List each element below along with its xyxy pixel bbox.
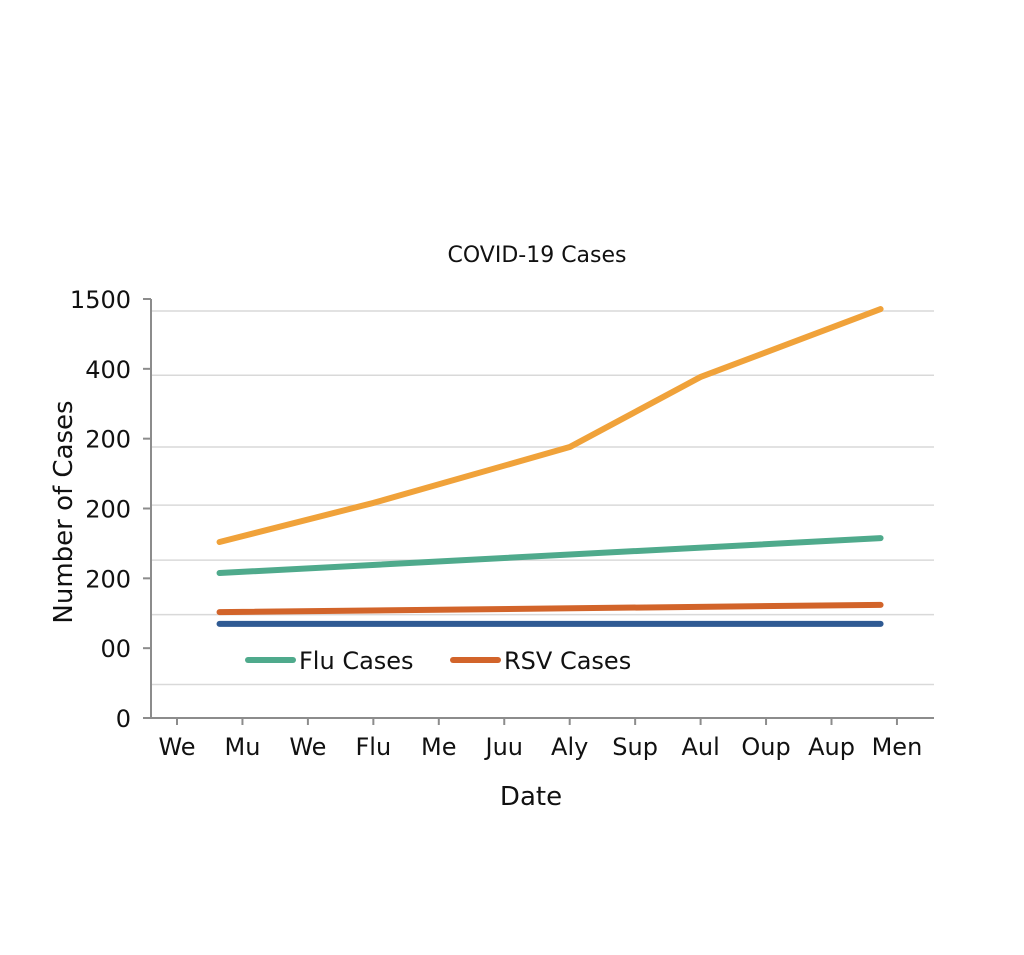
x-tick-label: Juu (484, 733, 524, 761)
x-tick-label: Men (872, 733, 923, 761)
y-tick-label: 00 (100, 635, 131, 663)
x-tick-label: We (289, 733, 326, 761)
x-tick-label: Sup (612, 733, 658, 761)
legend: Flu Cases RSV Cases (245, 647, 631, 675)
covid-19-cases-line (216, 306, 884, 546)
y-tick-label: 200 (85, 565, 131, 593)
series-lines (216, 306, 884, 627)
x-tick-label: Aul (681, 733, 719, 761)
x-tick-label: Oup (741, 733, 790, 761)
x-axis-ticks: We Mu We Flu Me Juu Aly Sup Aul Oup Aup Men (158, 718, 922, 761)
flu-cases-line (216, 535, 884, 577)
y-tick-label: 200 (85, 426, 131, 454)
x-tick-label: Flu (356, 733, 392, 761)
x-axis-label: Date (500, 782, 562, 812)
x-tick-label: Aup (808, 733, 855, 761)
x-tick-label: Me (421, 733, 456, 761)
rsv-cases-line (216, 601, 884, 616)
legend-label-rsv-cases: RSV Cases (504, 647, 631, 675)
y-tick-label: 0 (116, 705, 131, 733)
y-tick-label: 400 (85, 356, 131, 384)
gridlines (151, 310, 934, 686)
x-tick-label: We (158, 733, 195, 761)
y-tick-label: 200 (85, 496, 131, 524)
x-tick-label: Mu (224, 733, 260, 761)
y-axis-label: Number of Cases (49, 400, 79, 623)
legend-label-flu-cases: Flu Cases (299, 647, 414, 675)
chart-title: COVID-19 Cases (448, 243, 627, 268)
y-tick-label: 1500 (70, 286, 131, 314)
x-tick-label: Aly (551, 733, 588, 761)
